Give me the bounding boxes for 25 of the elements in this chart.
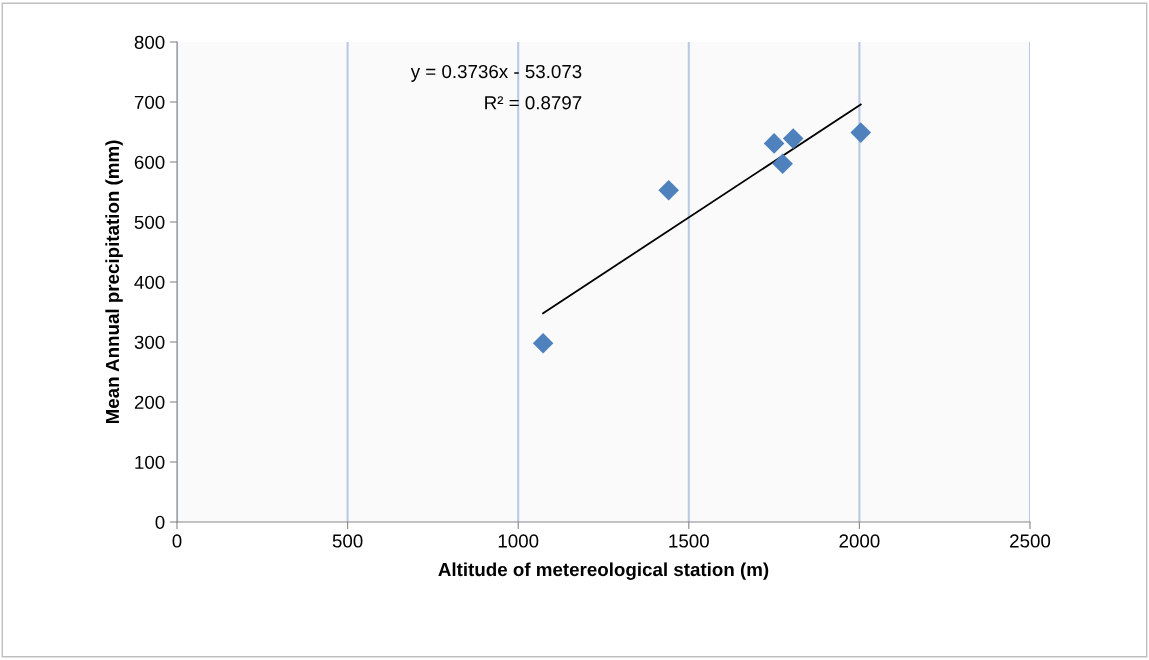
y-tick-label: 200 bbox=[134, 395, 165, 409]
y-axis-title: Mean Annual precipitation (mm) bbox=[105, 140, 123, 424]
x-tick-label: 2500 bbox=[1010, 534, 1051, 548]
y-tick-label: 800 bbox=[134, 35, 165, 49]
x-axis-title: Altitude of metereological station (m) bbox=[438, 562, 769, 580]
annotation: y = 0.3736x - 53.073 bbox=[410, 64, 582, 82]
x-tick-label: 0 bbox=[172, 534, 182, 548]
x-tick-label: 500 bbox=[332, 534, 363, 548]
y-tick-label: 500 bbox=[134, 215, 165, 229]
annotation: R² = 0.8797 bbox=[485, 96, 582, 110]
x-tick-label: 1000 bbox=[498, 534, 539, 548]
x-tick-label: 2000 bbox=[839, 534, 880, 548]
y-tick-label: 700 bbox=[134, 95, 165, 109]
y-tick-label: 100 bbox=[135, 455, 165, 469]
y-tick-label: 400 bbox=[134, 275, 165, 289]
point bbox=[532, 332, 554, 354]
y-tick-label: 300 bbox=[134, 335, 165, 349]
point bbox=[772, 153, 793, 175]
y-tick-label: 600 bbox=[134, 155, 165, 169]
point bbox=[658, 179, 679, 201]
point bbox=[850, 122, 872, 143]
point bbox=[763, 133, 785, 154]
point bbox=[782, 128, 804, 149]
x-tick-label: 1500 bbox=[669, 534, 709, 548]
y-tick-label: 0 bbox=[155, 515, 165, 529]
